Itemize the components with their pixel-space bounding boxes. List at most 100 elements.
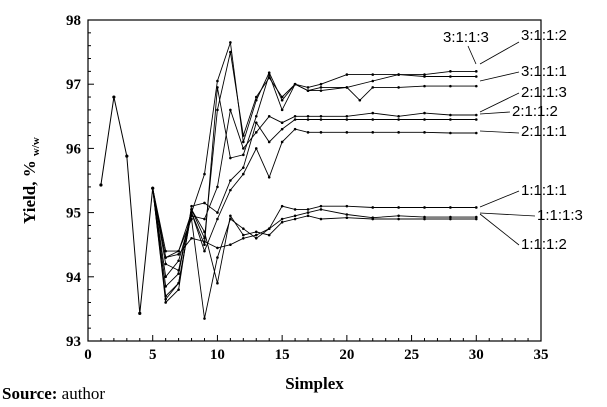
x-tick-label: 15: [275, 347, 290, 363]
series-point-2-1-1-1: [397, 131, 400, 134]
series-point-3-1-1-2: [267, 71, 271, 74]
series-point-1-1-1-2: [397, 217, 400, 221]
series-point-3-1-1-2: [242, 140, 245, 144]
y-tick-label: 94: [66, 270, 82, 286]
x-tick-label: 30: [469, 347, 484, 363]
series-point-3-1-1-2: [423, 75, 426, 78]
shared-start-point: [112, 95, 116, 99]
series-point-1-1-1-3: [280, 217, 284, 221]
series-point-1-1-1-1: [216, 256, 219, 259]
series-point-1-1-1-2: [229, 214, 232, 218]
y-tick-label: 98: [66, 13, 81, 29]
series-point-3-1-1-1: [397, 86, 400, 89]
y-tick-label: 96: [66, 141, 82, 157]
series-point-2-1-1-2: [254, 121, 258, 125]
y-tick-label: 93: [66, 334, 81, 350]
series-point-3-1-1-1: [319, 89, 323, 92]
series-point-3-1-1-1: [474, 84, 478, 88]
series-point-1-1-1-1: [474, 206, 478, 209]
series-point-1-1-1-1: [449, 206, 452, 209]
series-point-2-1-1-3: [242, 147, 245, 150]
series-point-2-1-1-1: [164, 297, 167, 301]
series-point-3-1-1-2: [203, 172, 206, 176]
series-point-2-1-1-1: [293, 127, 297, 131]
series-point-3-1-1-1: [293, 82, 297, 86]
series-point-2-1-1-1: [254, 147, 258, 150]
series-point-3-1-1-2: [280, 98, 284, 102]
series-point-2-1-1-1: [319, 131, 323, 134]
series-point-3-1-1-3: [371, 79, 375, 83]
series-point-2-1-1-1: [449, 131, 452, 135]
y-axis-title: Yield, % w/w: [20, 137, 42, 224]
series-point-2-1-1-1: [474, 131, 478, 135]
series-point-2-1-1-3: [474, 113, 478, 117]
series-point-3-1-1-1: [449, 84, 452, 88]
series-point-1-1-1-1: [306, 208, 310, 211]
series-point-1-1-1-2: [190, 208, 193, 211]
series-point-2-1-1-3: [164, 275, 167, 279]
series-point-3-1-1-3: [254, 95, 258, 99]
series-point-1-1-1-3: [345, 213, 349, 216]
series-line-1-1-1-1: [152, 188, 477, 319]
series-point-1-1-1-1: [254, 236, 258, 240]
series-point-2-1-1-1: [177, 281, 180, 285]
y-axis-title-unit: w/w: [30, 137, 42, 156]
leader-line-2-1-1-2: [479, 111, 511, 115]
series-point-3-1-1-1: [371, 86, 375, 89]
series-point-1-1-1-3: [449, 215, 452, 219]
shared-start-point: [99, 183, 103, 187]
series-line-2-1-1-1: [152, 128, 477, 301]
series-point-2-1-1-3: [280, 121, 284, 125]
series-point-1-1-1-1: [319, 204, 323, 208]
leader-line-3-1-1-1: [479, 71, 520, 82]
series-point-2-1-1-2: [280, 127, 284, 131]
series-point-3-1-1-2: [306, 86, 310, 89]
series-point-2-1-1-1: [229, 188, 232, 192]
series-point-3-1-1-1: [280, 108, 284, 112]
series-point-2-1-1-3: [449, 113, 452, 117]
x-axis-title: Simplex: [285, 374, 344, 393]
series-point-2-1-1-2: [267, 140, 271, 144]
series-point-3-1-1-2: [229, 41, 232, 44]
series-label-3-1-1-1: 3:1:1:1: [521, 63, 567, 80]
series-point-2-1-1-2: [345, 118, 349, 121]
series-point-3-1-1-1: [306, 89, 310, 92]
series-point-3-1-1-2: [345, 73, 349, 76]
x-tick-label: 0: [84, 347, 92, 363]
series-point-1-1-1-3: [293, 214, 297, 218]
series-point-3-1-1-1: [423, 84, 426, 88]
series-point-1-1-1-2: [242, 233, 245, 237]
series-point-3-1-1-3: [474, 70, 478, 73]
series-point-2-1-1-3: [397, 115, 400, 118]
series-point-1-1-1-3: [397, 214, 400, 218]
series-point-3-1-1-3: [423, 73, 426, 76]
series-point-2-1-1-2: [190, 204, 193, 208]
series-point-1-1-1-1: [242, 227, 245, 230]
series-point-2-1-1-3: [423, 111, 426, 115]
series-point-1-1-1-3: [474, 215, 478, 219]
series-point-2-1-1-1: [242, 172, 245, 176]
series-line-3-1-1-2: [152, 42, 477, 298]
series-point-2-1-1-1: [216, 217, 219, 221]
y-tick-label: 95: [66, 206, 81, 222]
source-note: Source: author: [2, 384, 105, 404]
axes: [87, 19, 542, 342]
series-label-1-1-1-1: 1:1:1:1: [521, 182, 567, 199]
series-point-3-1-1-2: [397, 73, 400, 76]
series-point-3-1-1-2: [319, 82, 323, 86]
series-point-3-1-1-2: [449, 75, 452, 78]
source-label: Source:: [2, 384, 58, 403]
series-point-1-1-1-1: [397, 206, 400, 209]
shared-start-point: [138, 311, 142, 315]
series-label-3-1-1-3: 3:1:1:3: [443, 29, 489, 46]
series-point-2-1-1-2: [474, 118, 478, 121]
series-point-1-1-1-3: [203, 240, 206, 243]
series-point-3-1-1-2: [216, 79, 219, 83]
plot-frame: [87, 19, 542, 342]
series-point-2-1-1-2: [293, 118, 297, 121]
series-line-3-1-1-3: [152, 52, 477, 288]
series-point-2-1-1-2: [242, 166, 245, 169]
series-point-2-1-1-1: [203, 249, 206, 253]
series-point-1-1-1-1: [280, 204, 284, 208]
series-point-2-1-1-3: [293, 115, 297, 118]
